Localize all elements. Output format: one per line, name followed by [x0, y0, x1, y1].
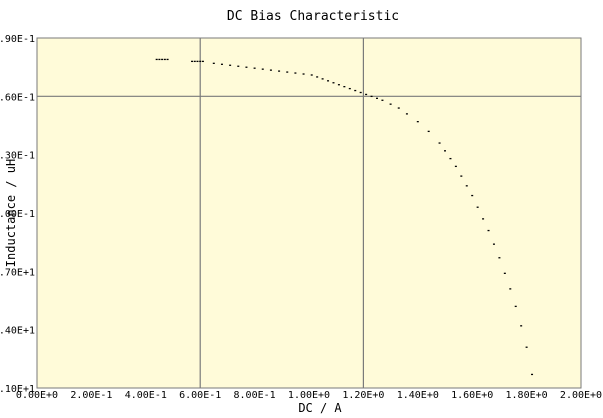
data-point: [498, 257, 501, 259]
data-point: [531, 373, 534, 376]
data-point: [332, 82, 335, 84]
axis-tick-labels: 0.00E+0 2.00E-1 4.00E-1 6.00E-1 8.00E-1 1.00E…: [0, 34, 602, 401]
data-point: [449, 157, 452, 160]
x-tick-label: 6.00E-1: [179, 390, 221, 401]
y-tick-label: 6.90E-1: [0, 34, 35, 45]
data-point: [302, 73, 305, 75]
x-axis-label: DC / A: [298, 401, 342, 415]
x-tick-label: 1.00E+0: [288, 390, 330, 401]
data-point: [365, 93, 368, 96]
data-point: [229, 64, 232, 66]
data-point: [201, 60, 204, 63]
y-tick-label: 6.00E-1: [0, 209, 35, 220]
x-tick-label: 2.00E-1: [70, 390, 112, 401]
data-point: [471, 194, 474, 197]
y-tick-label: 5.10E+1: [0, 384, 35, 395]
data-point: [155, 58, 158, 61]
data-point: [316, 76, 319, 78]
data-point: [310, 74, 313, 76]
data-point: [220, 63, 223, 65]
data-point: [525, 346, 528, 348]
grid-lines: [37, 38, 581, 388]
data-point: [191, 60, 194, 63]
y-tick-label: 6.30E-1: [0, 151, 35, 162]
data-point: [381, 99, 384, 101]
data-point: [520, 325, 523, 327]
data-point: [416, 121, 419, 123]
data-point: [237, 65, 240, 67]
plot-area: [36, 37, 582, 389]
data-point: [427, 130, 430, 133]
data-points: [155, 58, 534, 376]
data-point: [343, 86, 346, 88]
data-point: [454, 165, 457, 168]
y-tick-label: 6.60E-1: [0, 92, 35, 103]
data-point: [253, 67, 256, 69]
data-point: [503, 272, 506, 274]
x-tick-label: 4.00E-1: [125, 390, 167, 401]
y-axis-label: Inductance / uH: [4, 159, 18, 267]
data-point: [158, 58, 161, 61]
x-tick-label: 1.20E+0: [342, 390, 384, 401]
data-point: [245, 66, 248, 68]
data-point: [438, 142, 441, 144]
data-point: [509, 288, 512, 290]
data-point: [354, 89, 357, 92]
data-point: [196, 60, 199, 63]
data-point: [294, 72, 297, 74]
data-point: [212, 62, 215, 64]
data-point: [444, 150, 446, 152]
data-point: [269, 69, 272, 71]
data-point: [482, 218, 485, 220]
y-tick-label: 5.70E+1: [0, 267, 35, 278]
x-tick-label: 1.40E+0: [397, 390, 439, 401]
data-point: [327, 80, 330, 82]
data-point: [286, 71, 289, 73]
y-tick-label: 5.40E+1: [0, 326, 35, 337]
data-point: [261, 68, 264, 70]
data-point: [163, 58, 166, 61]
data-point: [465, 185, 468, 187]
data-point: [514, 305, 517, 308]
data-point: [389, 103, 392, 105]
data-point: [161, 58, 164, 61]
x-tick-label: 0.00E+0: [16, 390, 58, 401]
data-point: [199, 60, 202, 63]
data-point: [492, 243, 495, 245]
data-point: [376, 97, 378, 99]
x-tick-label: 8.00E-1: [234, 390, 276, 401]
x-tick-label: 1.60E+0: [451, 390, 493, 401]
data-point: [321, 78, 324, 80]
data-point: [278, 70, 281, 72]
data-point: [476, 206, 479, 208]
chart-title: DC Bias Characteristic: [227, 9, 399, 24]
data-point: [337, 84, 340, 86]
data-point: [405, 113, 408, 115]
x-tick-label: 1.80E+0: [506, 390, 548, 401]
data-point: [166, 58, 169, 61]
data-point: [487, 229, 490, 232]
data-point: [460, 175, 463, 177]
data-point: [370, 95, 373, 98]
data-point: [193, 60, 196, 63]
x-tick-label: 2.00E+0: [560, 390, 602, 401]
data-point: [359, 91, 362, 94]
data-point: [348, 87, 351, 90]
data-point: [397, 107, 400, 109]
